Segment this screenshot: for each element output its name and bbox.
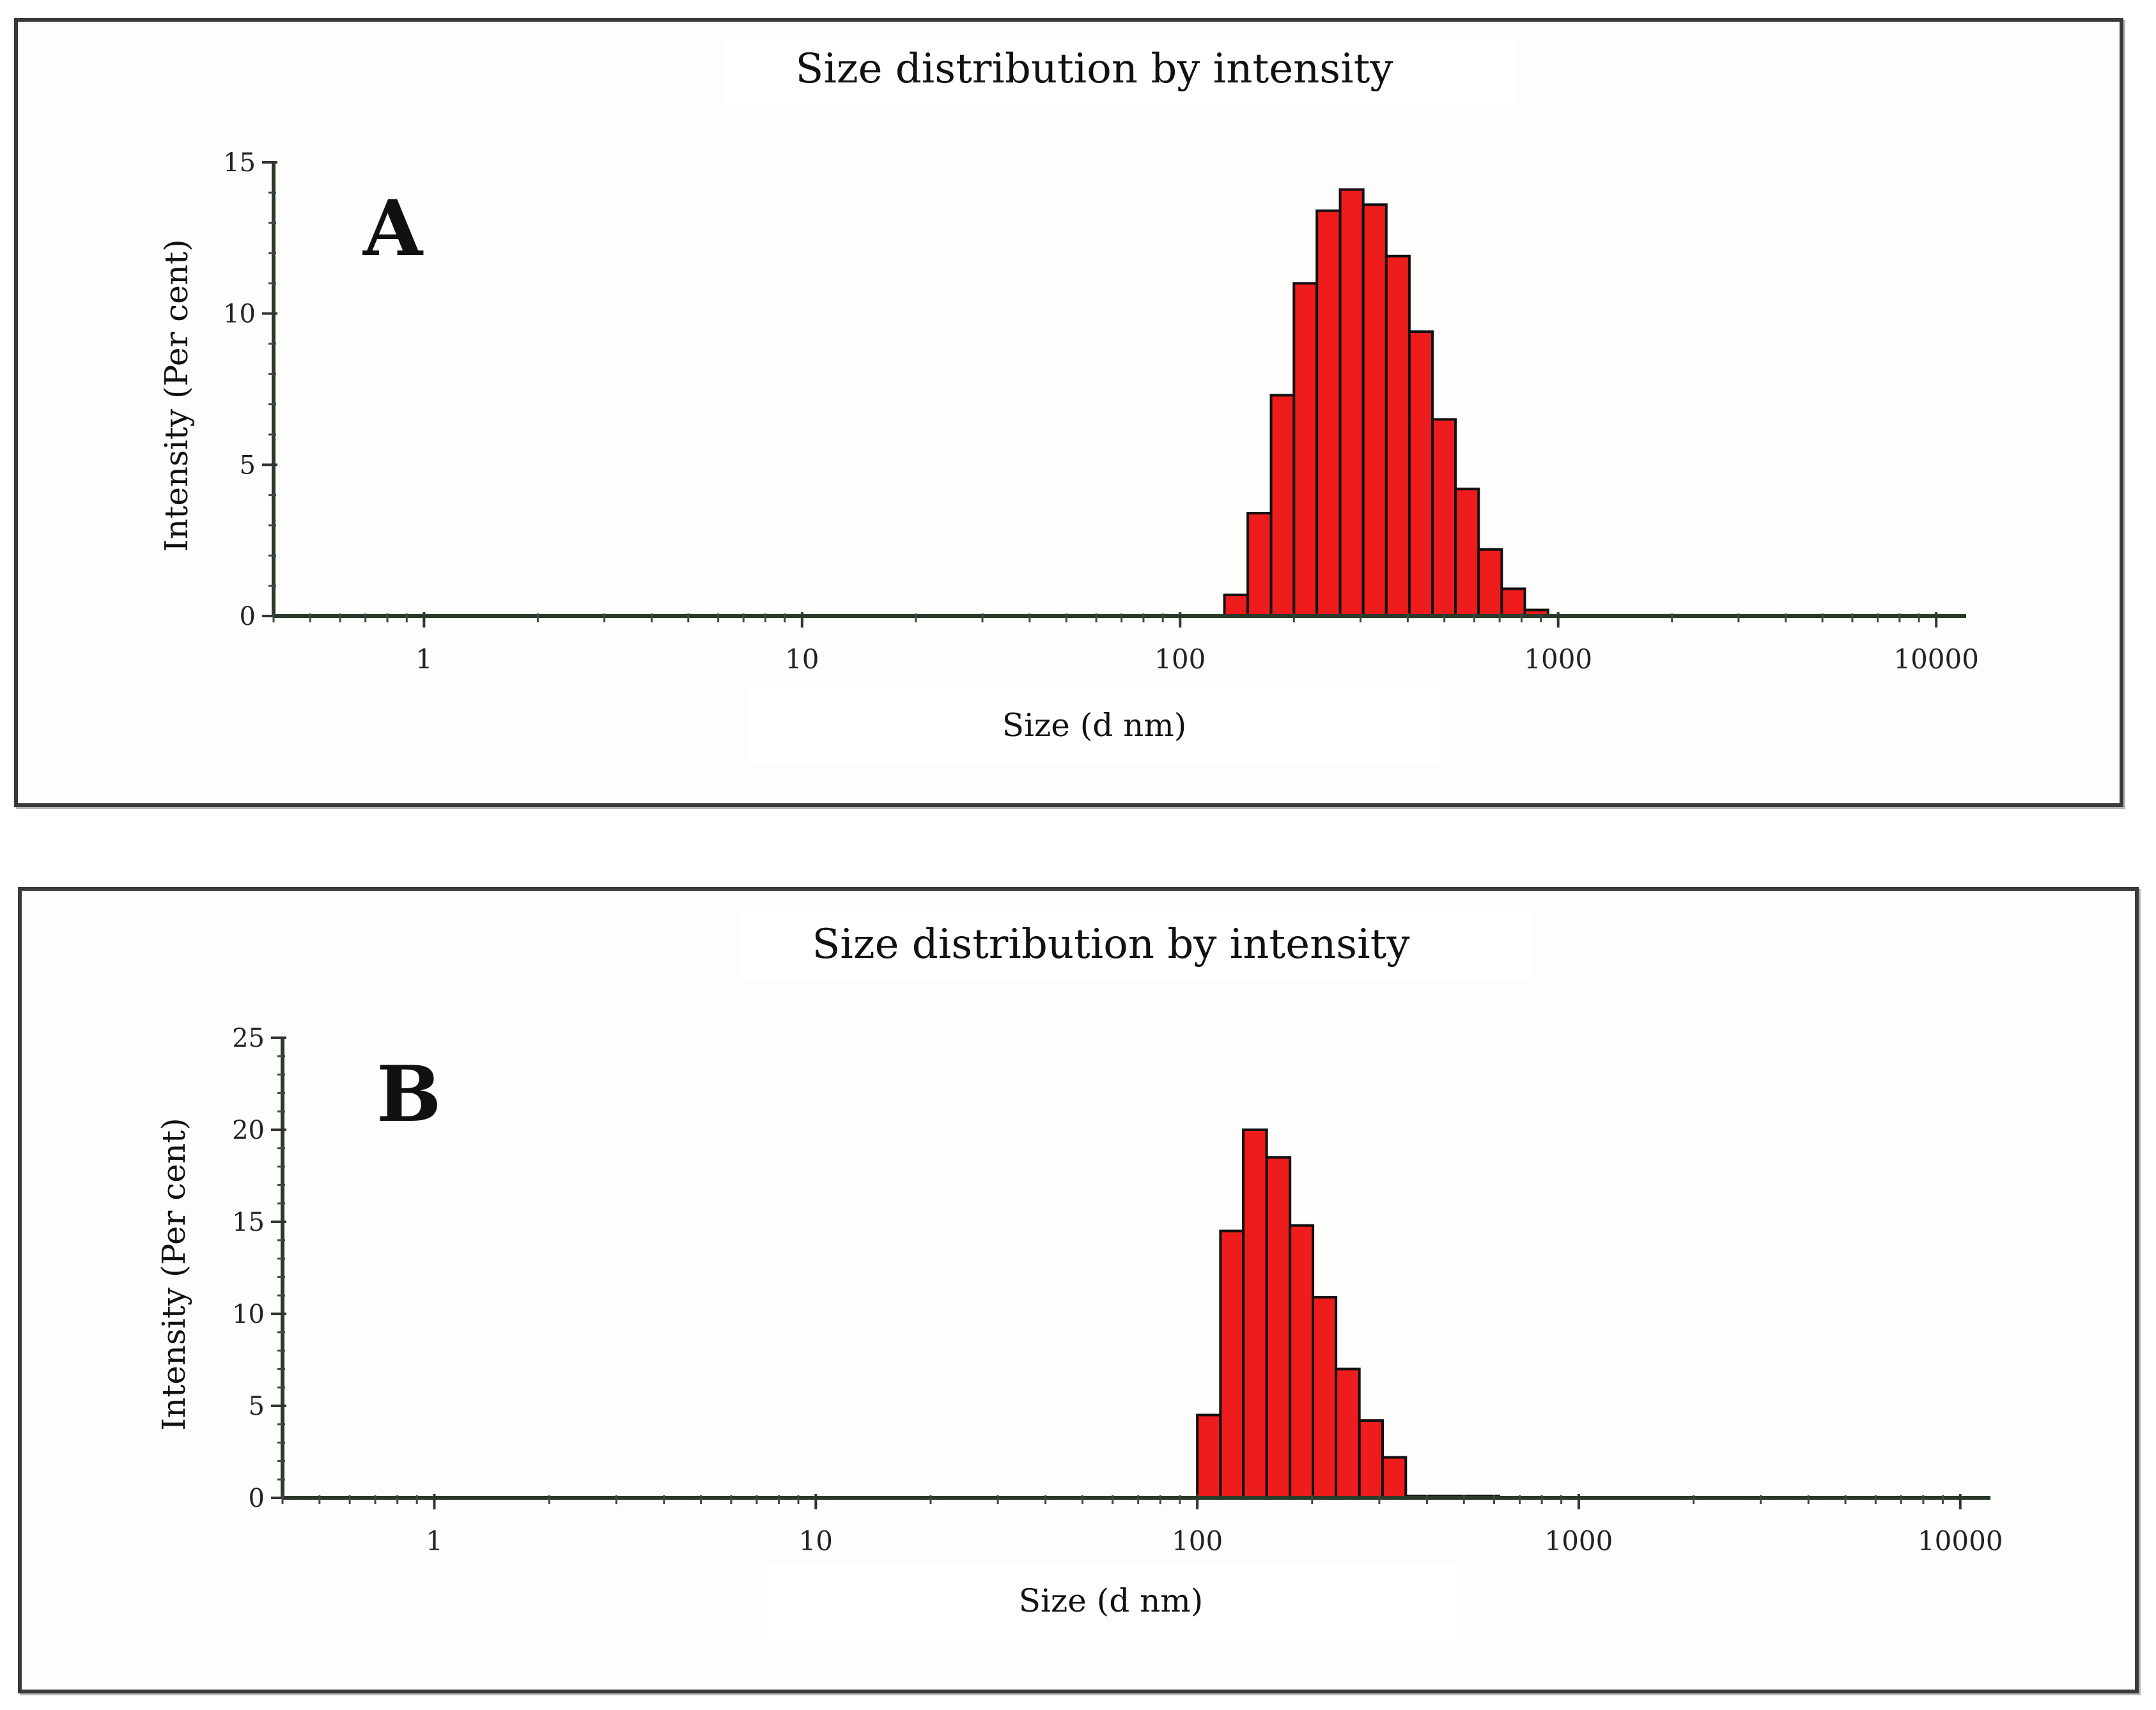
panel-letter: B xyxy=(376,1049,441,1139)
x-axis-label: Size (d nm) xyxy=(1019,1582,1204,1619)
x-tick-label: 100 xyxy=(1172,1525,1223,1557)
xlabel-background xyxy=(749,688,1439,765)
histogram-bar xyxy=(1269,394,1296,617)
y-tick-label: 5 xyxy=(240,451,256,480)
histogram-bar xyxy=(1315,209,1342,617)
y-tick-label: 10 xyxy=(232,1300,265,1329)
histogram-bar xyxy=(1338,188,1365,618)
y-tick-label: 15 xyxy=(232,1208,265,1237)
histogram-bar xyxy=(1196,1413,1222,1500)
y-tick-label: 10 xyxy=(223,300,256,329)
chart-panel-a: Size distribution by intensity 0 5 10 15 1 10 1… xyxy=(14,18,2123,807)
y-tick-label: 25 xyxy=(232,1024,265,1053)
histogram-bar xyxy=(1312,1296,1338,1500)
histogram-bar xyxy=(1219,1229,1245,1500)
x-tick-label: 100 xyxy=(1154,643,1206,675)
histogram-bar xyxy=(1242,1128,1268,1499)
x-tick-label: 1 xyxy=(426,1525,443,1557)
histogram-bar xyxy=(1265,1156,1292,1499)
histogram-bar xyxy=(1292,282,1319,618)
y-tick-label: 20 xyxy=(232,1116,265,1145)
histogram-bar xyxy=(1358,1419,1384,1499)
histogram-bar xyxy=(1477,548,1503,617)
xlabel-background xyxy=(766,1564,1456,1640)
histogram-bar xyxy=(1500,587,1526,618)
y-axis-label: Intensity (Per cent) xyxy=(158,239,195,551)
x-axis-label: Size (d nm) xyxy=(1002,707,1187,744)
y-tick-label: 0 xyxy=(249,1484,265,1513)
x-tick-label: 10000 xyxy=(1918,1525,2003,1557)
x-tick-label: 10 xyxy=(799,1525,833,1557)
x-tick-label: 10000 xyxy=(1893,643,1979,675)
histogram-bar xyxy=(1361,203,1388,617)
histogram-bar xyxy=(1223,593,1250,617)
chart-a-svg: Size distribution by intensity 0 5 10 15 1 10 1… xyxy=(158,35,1979,765)
histogram-bar xyxy=(1431,418,1457,617)
histogram-bar xyxy=(1408,330,1434,617)
histogram-bar xyxy=(1289,1224,1315,1499)
x-tick-label: 1000 xyxy=(1544,1525,1613,1557)
y-tick-label: 5 xyxy=(249,1392,265,1421)
y-axis-label: Intensity (Per cent) xyxy=(155,1118,192,1430)
panel-letter: A xyxy=(362,183,424,273)
title-background xyxy=(740,910,1533,980)
title-background xyxy=(724,35,1516,105)
chart-title: Size distribution by intensity xyxy=(796,45,1393,93)
x-tick-label: 1000 xyxy=(1524,643,1592,675)
histogram-bar xyxy=(1454,488,1480,618)
chart-title: Size distribution by intensity xyxy=(812,921,1410,968)
histogram-bar xyxy=(1381,1456,1408,1500)
x-tick-label: 10 xyxy=(785,643,819,675)
histogram-bar xyxy=(1384,254,1411,617)
histogram-bar xyxy=(1335,1367,1361,1500)
y-tick-label: 0 xyxy=(240,602,256,631)
chart-b-svg: Size distribution by intensity 0 5 10 15 20 25… xyxy=(155,910,2003,1640)
chart-panel-b: Size distribution by intensity 0 5 10 15 20 25… xyxy=(18,887,2139,1693)
x-tick-label: 1 xyxy=(415,643,433,675)
y-tick-label: 15 xyxy=(223,148,256,178)
histogram-bar xyxy=(1246,512,1273,617)
